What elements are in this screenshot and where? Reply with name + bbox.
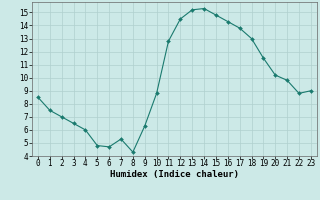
X-axis label: Humidex (Indice chaleur): Humidex (Indice chaleur) bbox=[110, 170, 239, 179]
